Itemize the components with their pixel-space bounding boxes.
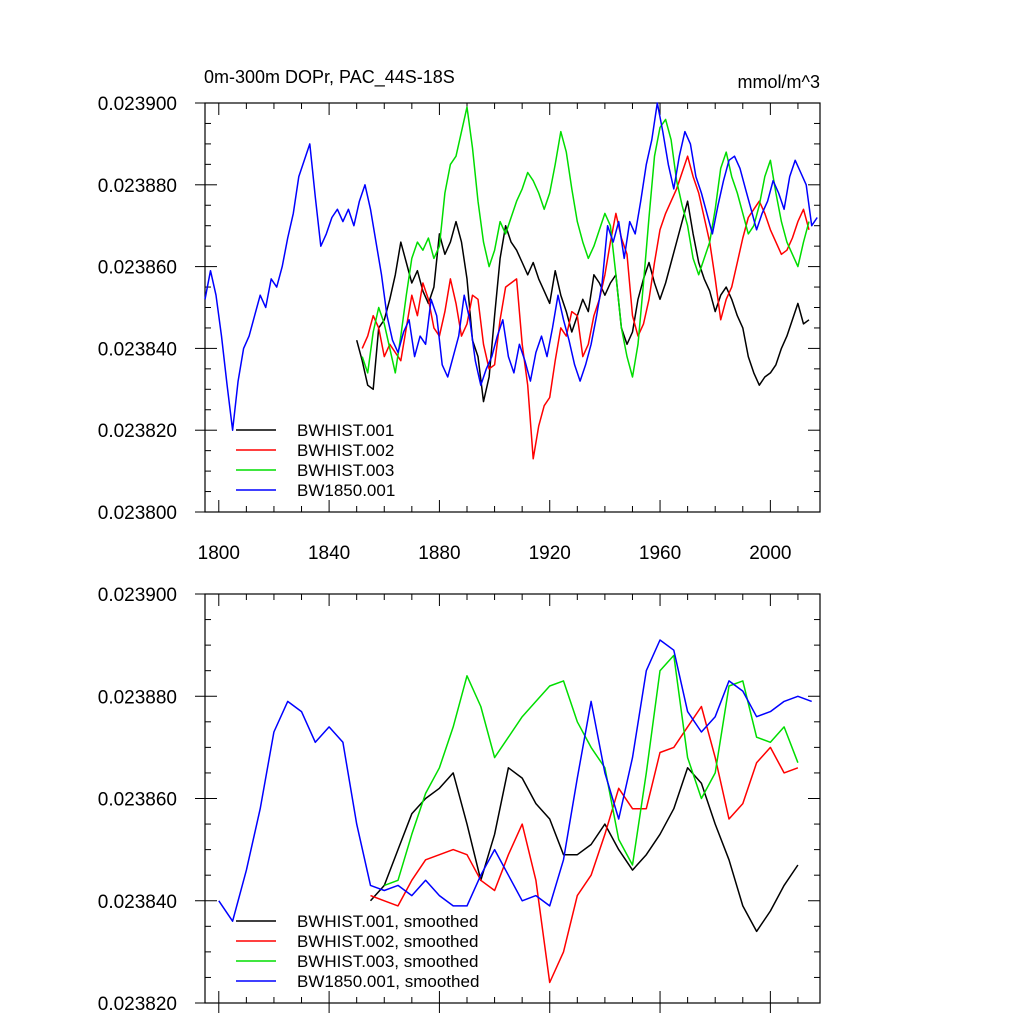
x-tick-label: 1840 — [308, 543, 350, 564]
legend-label: BWHIST.003 — [297, 461, 394, 480]
top-axes: 1800 1840 1880 1920 1960 2000 0.023800 0.023820… — [98, 94, 821, 564]
y-tick-label: 0.023820 — [98, 421, 177, 442]
x-tick-label: 1960 — [639, 543, 681, 564]
series-line-bw1850-001 — [204, 102, 818, 431]
series-line-bwhist-002 — [361, 155, 810, 460]
legend-label: BW1850.001 — [297, 481, 395, 500]
legend-label: BWHIST.001 — [297, 421, 394, 440]
x-tick-label: 1800 — [198, 543, 240, 564]
legend-label: BWHIST.001, smoothed — [297, 912, 478, 931]
series-line-bwhist-001-smoothed — [369, 767, 799, 933]
legend-label: BW1850.001, smoothed — [297, 972, 479, 991]
y-tick-label: 0.023880 — [98, 687, 177, 708]
series-line-bwhist-002-smoothed — [370, 705, 799, 984]
series-line-bwhist-001 — [355, 200, 810, 403]
y-tick-label: 0.023800 — [98, 503, 177, 524]
series-line-bw1850-001-smoothed — [218, 639, 812, 922]
legend-label: BWHIST.003, smoothed — [297, 952, 478, 971]
top-series-group — [204, 102, 818, 460]
top-chart-panel: 0m-300m DOPr, PAC_44S-18S mmol/m^3 1800 1… — [98, 67, 821, 564]
x-tick-label: 2000 — [749, 543, 791, 564]
x-tick-label: 1880 — [418, 543, 460, 564]
y-tick-label: 0.023860 — [98, 790, 177, 811]
y-tick-label: 0.023860 — [98, 258, 177, 279]
chart-units: mmol/m^3 — [738, 72, 820, 92]
legend-label: BWHIST.002 — [297, 441, 394, 460]
chart-title: 0m-300m DOPr, PAC_44S-18S — [204, 67, 455, 88]
y-tick-label: 0.023900 — [98, 585, 177, 606]
y-tick-label: 0.023880 — [98, 176, 177, 197]
y-tick-label: 0.023820 — [98, 994, 177, 1015]
x-tick-label: 1920 — [529, 543, 571, 564]
y-tick-label: 0.023840 — [98, 892, 177, 913]
series-line-bwhist-003-smoothed — [384, 654, 799, 887]
bottom-series-group — [218, 639, 812, 984]
y-tick-label: 0.023840 — [98, 339, 177, 360]
bottom-axes: 0.023820 0.023840 0.023860 0.023880 0.023900 — [98, 585, 821, 1015]
bottom-chart-panel: 0.023820 0.023840 0.023860 0.023880 0.023900… — [98, 585, 821, 1015]
series-line-bwhist-003 — [361, 106, 810, 378]
y-tick-label: 0.023900 — [98, 94, 177, 115]
legend-label: BWHIST.002, smoothed — [297, 932, 478, 951]
